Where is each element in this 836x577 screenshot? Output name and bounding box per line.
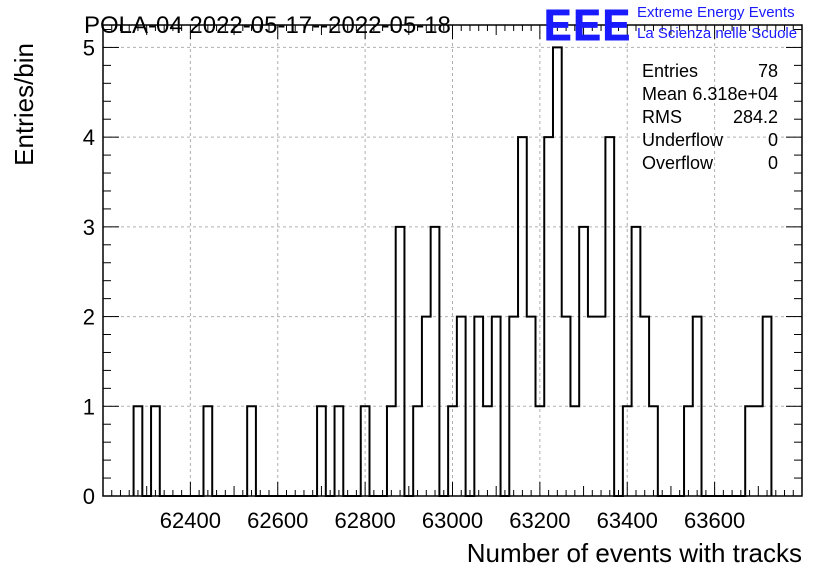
- histogram-bin: [413, 406, 422, 496]
- histogram-bin: [588, 317, 597, 496]
- histogram-bin: [483, 406, 492, 496]
- y-tick-label: 3: [83, 215, 95, 240]
- y-axis-label: Entries/bin: [9, 43, 39, 166]
- stats-value: 6.318e+04: [692, 84, 778, 104]
- histogram-bin: [335, 406, 344, 496]
- stats-label: Mean: [642, 84, 687, 104]
- histogram-bin: [509, 317, 518, 496]
- histogram-bin: [649, 406, 658, 496]
- histogram-bin: [684, 406, 693, 496]
- histogram-bin: [754, 406, 763, 496]
- histogram-bin: [474, 317, 483, 496]
- stats-label: Underflow: [642, 130, 724, 150]
- histogram-bin: [562, 317, 571, 496]
- x-axis-label: Number of events with tracks: [467, 538, 802, 568]
- stats-label: Overflow: [642, 153, 714, 173]
- y-tick-label: 5: [83, 35, 95, 60]
- histogram-bin: [396, 227, 405, 496]
- histogram-bin: [247, 406, 256, 496]
- histogram-bin: [457, 317, 466, 496]
- x-tick-label: 63400: [597, 508, 658, 533]
- histogram-bin: [763, 317, 772, 496]
- chart-title: POLA-04 2022-05-17--2022-05-18: [84, 12, 451, 39]
- x-tick-label: 63200: [509, 508, 570, 533]
- stats-label: RMS: [642, 107, 682, 127]
- histogram-bin: [151, 406, 160, 496]
- histogram-bin: [518, 137, 527, 496]
- histogram-bin: [387, 406, 396, 496]
- x-tick-label: 62800: [335, 508, 396, 533]
- stats-value: 284.2: [733, 107, 778, 127]
- histogram-bin: [579, 227, 588, 496]
- histogram-bin: [527, 317, 536, 496]
- histogram-bin: [134, 406, 143, 496]
- histogram-bin: [570, 406, 579, 496]
- stats-value: 0: [768, 130, 778, 150]
- histogram-bin: [632, 227, 641, 496]
- histogram-bin: [605, 137, 614, 496]
- histogram-bin: [422, 317, 431, 496]
- logo-mark: EEE: [544, 1, 632, 50]
- histogram-bin: [597, 317, 606, 496]
- histogram-bin: [693, 317, 702, 496]
- logo-line-1: Extreme Energy Events: [637, 4, 795, 21]
- histogram-bin: [544, 137, 553, 496]
- y-tick-label: 0: [83, 484, 95, 509]
- histogram-bin: [745, 406, 754, 496]
- x-tick-label: 62600: [247, 508, 308, 533]
- y-tick-label: 2: [83, 305, 95, 330]
- histogram-bin: [553, 47, 562, 496]
- stats-label: Entries: [642, 61, 698, 81]
- histogram-bin: [640, 317, 649, 496]
- y-tick-label: 1: [83, 394, 95, 419]
- x-tick-label: 63600: [684, 508, 745, 533]
- stats-value: 0: [768, 153, 778, 173]
- histogram-bin: [317, 406, 326, 496]
- y-tick-label: 4: [83, 125, 95, 150]
- histogram-bin: [203, 406, 212, 496]
- x-tick-label: 62400: [160, 508, 221, 533]
- stats-value: 78: [758, 61, 778, 81]
- logo-line-2: La Scienza nelle Scuole: [637, 25, 797, 42]
- histogram-bin: [492, 317, 501, 496]
- x-tick-label: 63000: [422, 508, 483, 533]
- histogram-bin: [431, 227, 440, 496]
